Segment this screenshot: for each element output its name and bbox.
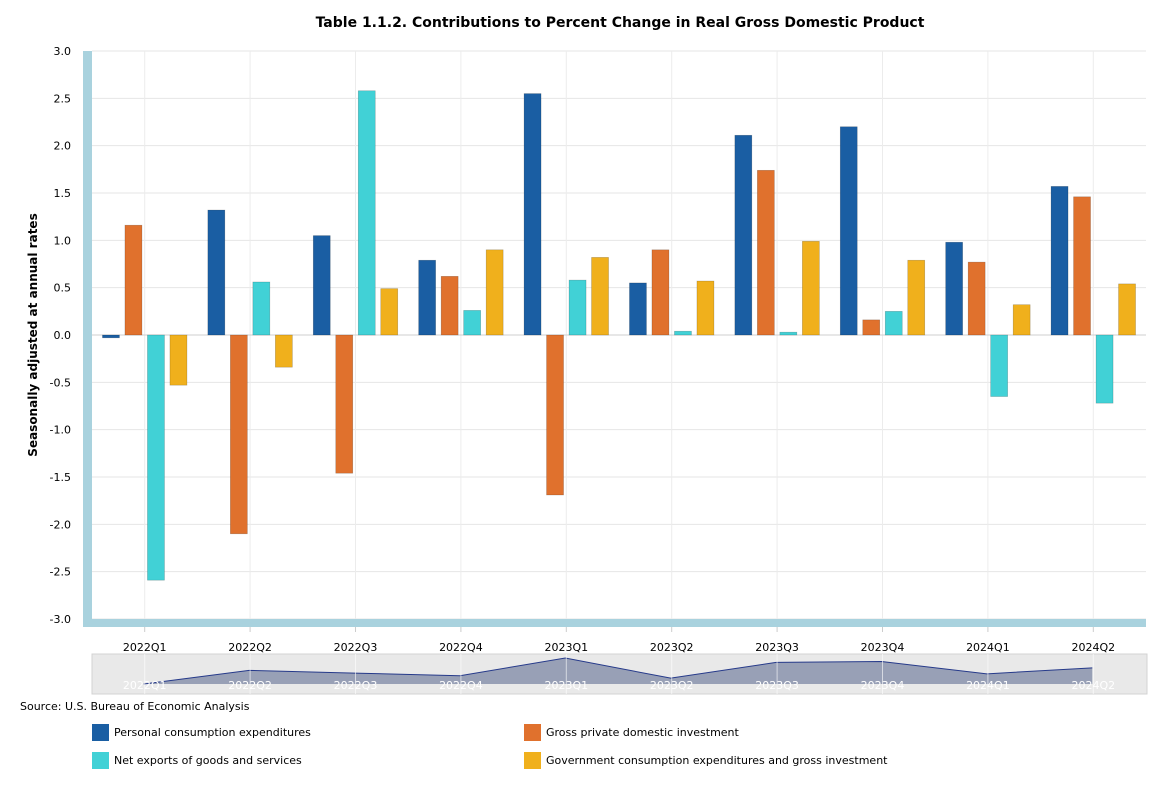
legend-swatch-pce (92, 724, 109, 741)
x-tick-label: 2022Q2 (228, 641, 272, 654)
bar (1095, 334, 1114, 404)
navigator-label: 2022Q1 (123, 679, 167, 692)
bar (907, 259, 926, 336)
navigator-line (143, 657, 1093, 685)
bar (147, 334, 165, 581)
bar (463, 310, 481, 336)
y-tick-label: -2.5 (50, 566, 71, 579)
bar (102, 334, 120, 339)
bar (568, 279, 587, 336)
source-note: Source: U.S. Bureau of Economic Analysis (20, 700, 250, 713)
y-tick-label: 0.5 (54, 282, 72, 295)
legend-swatch-net-exports (92, 752, 109, 769)
bar (335, 334, 354, 474)
bar (357, 90, 376, 336)
bar (779, 331, 798, 336)
bar (523, 93, 542, 336)
y-tick-label: 1.0 (54, 234, 72, 247)
legend-label-gpdi: Gross private domestic investment (546, 726, 739, 739)
x-tick-label: 2023Q1 (544, 641, 588, 654)
y-tick-label: -3.0 (50, 613, 71, 626)
y-tick-label: 0.0 (54, 329, 72, 342)
y-tick-label: -1.0 (50, 424, 71, 437)
bar (169, 334, 188, 386)
legend-item-net-exports[interactable]: Net exports of goods and services (92, 752, 302, 769)
bar (440, 276, 459, 336)
bar (629, 282, 647, 336)
bar (674, 330, 692, 336)
bar (945, 241, 963, 336)
bar (884, 311, 903, 336)
navigator-label: 2022Q2 (228, 679, 272, 692)
y-axis-label: Seasonally adjusted at annual rates (26, 213, 40, 456)
navigator[interactable]: 2022Q1 2022Q2 2022Q3 2022Q4 2023Q1 2023Q2 2023… (91, 653, 1148, 695)
chart-title: Table 1.1.2. Contributions to Percent Ch… (316, 15, 925, 31)
y-tick-label: 2.5 (54, 92, 72, 105)
bar (839, 126, 858, 336)
x-tick-label: 2024Q1 (966, 641, 1010, 654)
bar (275, 334, 293, 368)
chart-grid (92, 50, 1146, 620)
bar (862, 319, 881, 336)
bar (651, 249, 670, 336)
bar (1118, 283, 1136, 336)
x-tick-label: 2022Q1 (123, 641, 167, 654)
y-tick-label: 1.5 (54, 187, 72, 200)
navigator-label: 2023Q3 (755, 679, 799, 692)
navigator-label: 2023Q1 (544, 679, 588, 692)
navigator-label: 2023Q4 (861, 679, 905, 692)
y-tick-label: 2.0 (54, 140, 72, 153)
bar (990, 334, 1008, 397)
x-tick-label: 2022Q3 (334, 641, 378, 654)
legend-label-pce: Personal consumption expenditures (114, 726, 311, 739)
navigator-label: 2024Q1 (966, 679, 1010, 692)
bar (1050, 186, 1069, 336)
bar (418, 259, 436, 336)
bar (380, 288, 399, 336)
bar (546, 334, 564, 496)
chart-svg: Table 1.1.2. Contributions to Percent Ch… (26, 15, 1148, 695)
legend-label-government: Government consumption expenditures and … (546, 754, 888, 767)
legend-item-government[interactable]: Government consumption expenditures and … (524, 752, 887, 769)
navigator-area (143, 658, 1093, 684)
bar (312, 235, 331, 336)
bar (734, 134, 753, 336)
chart-bars (102, 90, 1136, 581)
bar (124, 224, 143, 336)
legend-label-net-exports: Net exports of goods and services (114, 754, 302, 767)
legend-swatch-gpdi (524, 724, 541, 741)
x-tick-label: 2023Q2 (650, 641, 694, 654)
y-tick-label: -0.5 (50, 376, 71, 389)
y-tick-label: -1.5 (50, 471, 71, 484)
x-tick-label: 2023Q3 (755, 641, 799, 654)
bar (252, 281, 271, 336)
x-axis-band (92, 619, 1146, 627)
bar (696, 280, 715, 336)
y-tick-label: 3.0 (54, 45, 72, 58)
navigator-label: 2022Q4 (439, 679, 483, 692)
x-tick-label: 2024Q2 (1071, 641, 1115, 654)
bar (802, 240, 820, 336)
legend-item-pce[interactable]: Personal consumption expenditures (92, 724, 311, 741)
y-axis-band (83, 51, 92, 627)
bar (1073, 196, 1091, 336)
y-tick-label: -2.0 (50, 518, 71, 531)
x-tick-label: 2023Q4 (861, 641, 905, 654)
navigator-label: 2022Q3 (334, 679, 378, 692)
chart-axes: 3.0 2.5 2.0 1.5 1.0 0.5 0.0 -0.5 -1.0 -1.5 -2.0 -2.… (50, 45, 1146, 654)
navigator-label: 2023Q2 (650, 679, 694, 692)
bar (757, 169, 775, 336)
bar (1012, 304, 1031, 336)
legend-swatch-government (524, 752, 541, 769)
bar (591, 257, 609, 336)
bar (207, 209, 226, 336)
navigator-label: 2024Q2 (1071, 679, 1115, 692)
x-tick-label: 2022Q4 (439, 641, 483, 654)
legend-item-gpdi[interactable]: Gross private domestic investment (524, 724, 739, 741)
bar (967, 261, 986, 336)
bar (230, 334, 248, 535)
bar (485, 249, 504, 336)
